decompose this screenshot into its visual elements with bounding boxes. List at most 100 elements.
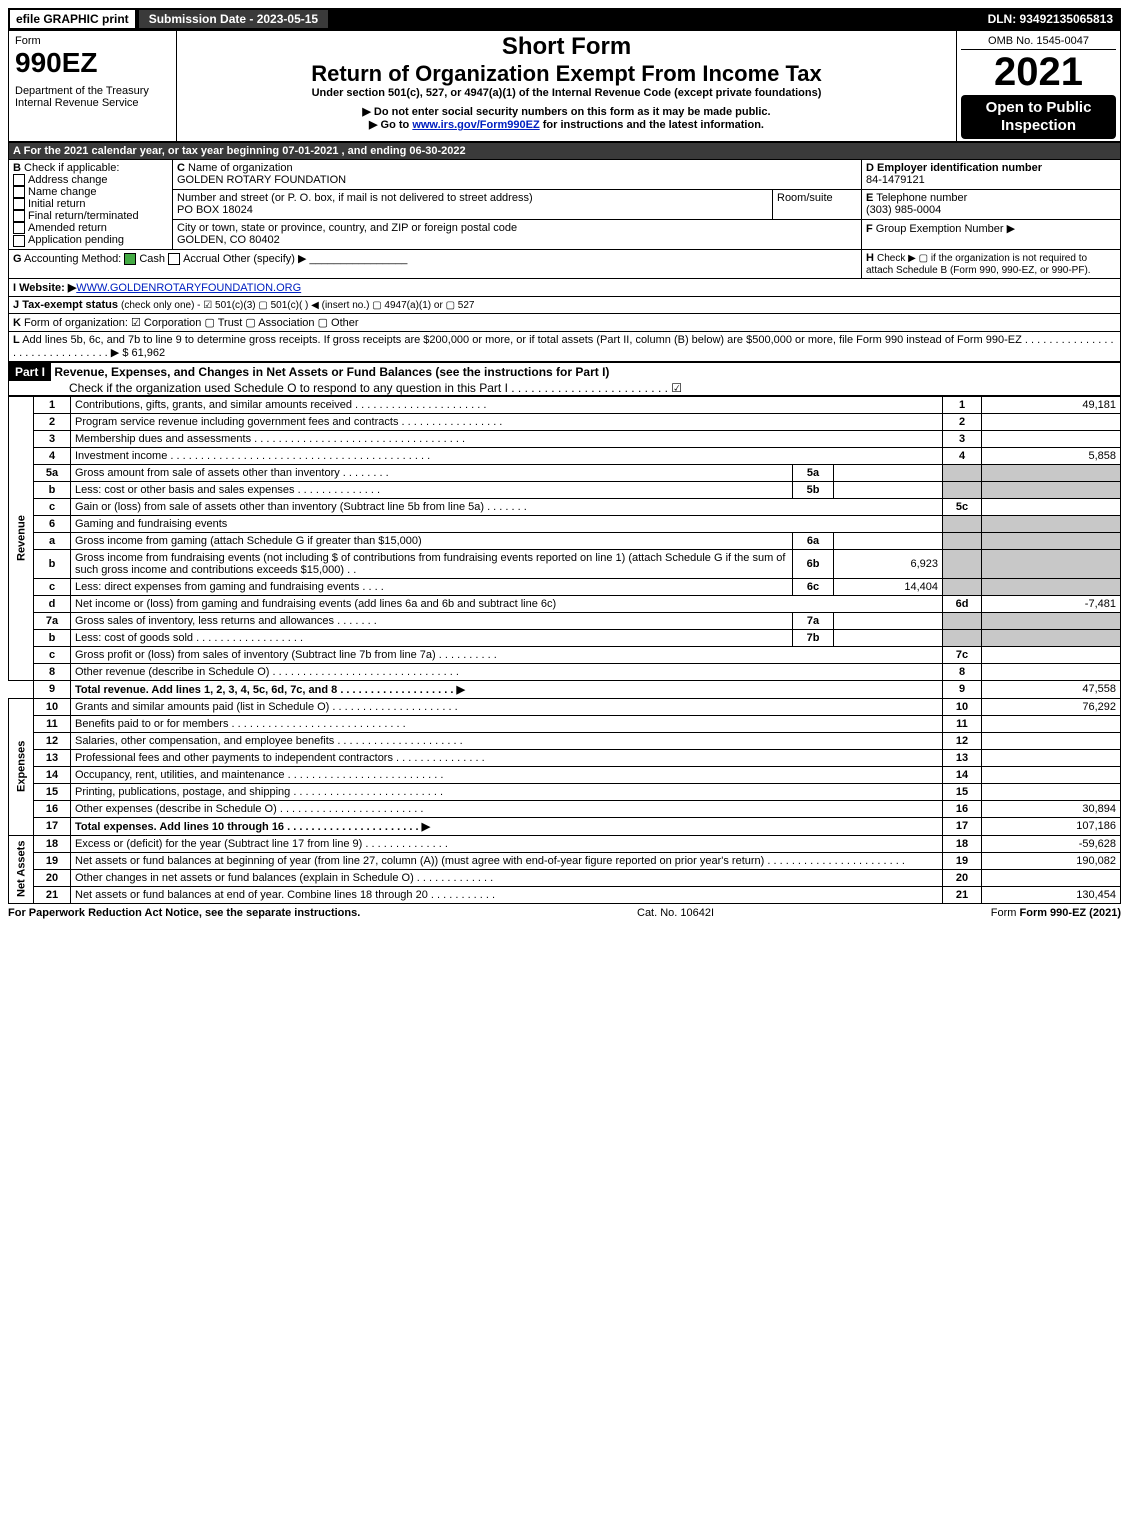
checkbox-accrual[interactable] (168, 253, 180, 265)
goto-pre: ▶ Go to (369, 119, 412, 131)
line-14-val (982, 766, 1121, 783)
opt-name: Name change (28, 186, 97, 198)
website-link[interactable]: WWW.GOLDENROTARYFOUNDATION.ORG (76, 282, 301, 294)
line-19-desc: Net assets or fund balances at beginning… (71, 852, 943, 869)
org-info-table: A For the 2021 calendar year, or tax yea… (8, 142, 1121, 362)
g-accrual: Accrual (183, 253, 220, 265)
checkbox-name-change[interactable] (13, 186, 25, 198)
line-2-desc: Program service revenue including govern… (71, 413, 943, 430)
city-state-zip: GOLDEN, CO 80402 (177, 234, 280, 246)
irs-link[interactable]: www.irs.gov/Form990EZ (412, 119, 539, 131)
line-8-val (982, 663, 1121, 680)
line-18-desc: Excess or (deficit) for the year (Subtra… (71, 835, 943, 852)
box-6a: 6a (793, 532, 834, 549)
checkbox-final-return[interactable] (13, 210, 25, 222)
c-label: Name of organization (188, 162, 293, 174)
line-13-val (982, 749, 1121, 766)
checkbox-cash[interactable] (124, 253, 136, 265)
line-16-desc: Other expenses (describe in Schedule O) … (71, 800, 943, 817)
checkbox-amended-return[interactable] (13, 222, 25, 234)
f-label: Group Exemption Number ▶ (876, 223, 1015, 235)
val-5a (834, 464, 943, 481)
line-9-val: 47,558 (982, 680, 1121, 698)
line-6d-desc: Net income or (loss) from gaming and fun… (71, 595, 943, 612)
opt-initial: Initial return (28, 198, 85, 210)
box-5b: 5b (793, 481, 834, 498)
line-7c-desc: Gross profit or (loss) from sales of inv… (71, 646, 943, 663)
ein: 84-1479121 (866, 174, 925, 186)
open-public-badge: Open to Public Inspection (961, 95, 1116, 139)
line-13-desc: Professional fees and other payments to … (71, 749, 943, 766)
box-6b: 6b (793, 549, 834, 578)
checkbox-address-change[interactable] (13, 174, 25, 186)
line-20-desc: Other changes in net assets or fund bala… (71, 869, 943, 886)
g-label: Accounting Method: (24, 253, 121, 265)
line-15-val (982, 783, 1121, 800)
line-7c-val (982, 646, 1121, 663)
opt-final: Final return/terminated (28, 210, 139, 222)
line-5c-val (982, 498, 1121, 515)
expenses-sidebar: Expenses (9, 698, 34, 835)
street-address: PO BOX 18024 (177, 204, 253, 216)
checkbox-initial-return[interactable] (13, 198, 25, 210)
part1-title: Revenue, Expenses, and Changes in Net As… (54, 365, 609, 379)
footer-right: Form Form 990-EZ (2021) (991, 907, 1121, 919)
box-7a: 7a (793, 612, 834, 629)
line-6-desc: Gaming and fundraising events (71, 515, 943, 532)
line-12-val (982, 732, 1121, 749)
box-6c: 6c (793, 578, 834, 595)
opt-address: Address change (28, 174, 108, 186)
part1-label: Part I (9, 363, 51, 381)
line-10-desc: Grants and similar amounts paid (list in… (71, 698, 943, 715)
page-footer: For Paperwork Reduction Act Notice, see … (8, 904, 1121, 919)
line-1-desc: Contributions, gifts, grants, and simila… (71, 396, 943, 413)
city-label: City or town, state or province, country… (177, 222, 517, 234)
line-15-desc: Printing, publications, postage, and shi… (71, 783, 943, 800)
val-7b (834, 629, 943, 646)
revenue-sidebar: Revenue (9, 396, 34, 680)
d-label: Employer identification number (877, 162, 1042, 174)
line-a: For the 2021 calendar year, or tax year … (24, 145, 466, 157)
department: Department of the Treasury Internal Reve… (15, 85, 170, 109)
line-14-desc: Occupancy, rent, utilities, and maintena… (71, 766, 943, 783)
efile-label[interactable]: efile GRAPHIC print (10, 10, 135, 28)
checkbox-application-pending[interactable] (13, 235, 25, 247)
line-3-val (982, 430, 1121, 447)
h-text: Check ▶ ▢ if the organization is not req… (866, 253, 1091, 276)
line-6d-val: -7,481 (982, 595, 1121, 612)
part1-lines-table: Revenue 1Contributions, gifts, grants, a… (8, 396, 1121, 904)
j-text: (check only one) - ☑ 501(c)(3) ▢ 501(c)(… (121, 300, 474, 311)
omb-number: OMB No. 1545-0047 (961, 33, 1116, 50)
opt-amended: Amended return (28, 222, 107, 234)
box-7b: 7b (793, 629, 834, 646)
opt-pending: Application pending (28, 234, 124, 246)
line-6c-desc: Less: direct expenses from gaming and fu… (71, 578, 793, 595)
part1-header: Part I Revenue, Expenses, and Changes in… (8, 362, 1121, 396)
line-6b-desc: Gross income from fundraising events (no… (71, 549, 793, 578)
part1-sub: Check if the organization used Schedule … (9, 381, 682, 395)
line-6a-desc: Gross income from gaming (attach Schedul… (71, 532, 793, 549)
k-opts: ☑ Corporation ▢ Trust ▢ Association ▢ Ot… (131, 317, 359, 329)
form-label: Form (15, 35, 170, 47)
line-11-val (982, 715, 1121, 732)
line-21-desc: Net assets or fund balances at end of ye… (71, 886, 943, 903)
box-5a: 5a (793, 464, 834, 481)
line-4-desc: Investment income . . . . . . . . . . . … (71, 447, 943, 464)
line-5a-desc: Gross amount from sale of assets other t… (71, 464, 793, 481)
return-title: Return of Organization Exempt From Incom… (181, 61, 952, 87)
subtitle: Under section 501(c), 527, or 4947(a)(1)… (181, 87, 952, 99)
footer-mid: Cat. No. 10642I (637, 907, 714, 919)
line-20-val (982, 869, 1121, 886)
g-cash: Cash (139, 253, 165, 265)
line-18-val: -59,628 (982, 835, 1121, 852)
l-text: Add lines 5b, 6c, and 7b to line 9 to de… (13, 334, 1114, 359)
line-12-desc: Salaries, other compensation, and employ… (71, 732, 943, 749)
goto-post: for instructions and the latest informat… (540, 119, 764, 131)
line-7a-desc: Gross sales of inventory, less returns a… (71, 612, 793, 629)
goto-link-line: ▶ Go to www.irs.gov/Form990EZ for instru… (181, 118, 952, 131)
line-17-val: 107,186 (982, 817, 1121, 835)
i-label: Website: ▶ (19, 282, 76, 294)
val-7a (834, 612, 943, 629)
line-1-val: 49,181 (982, 396, 1121, 413)
g-other: Other (specify) ▶ (223, 253, 307, 265)
